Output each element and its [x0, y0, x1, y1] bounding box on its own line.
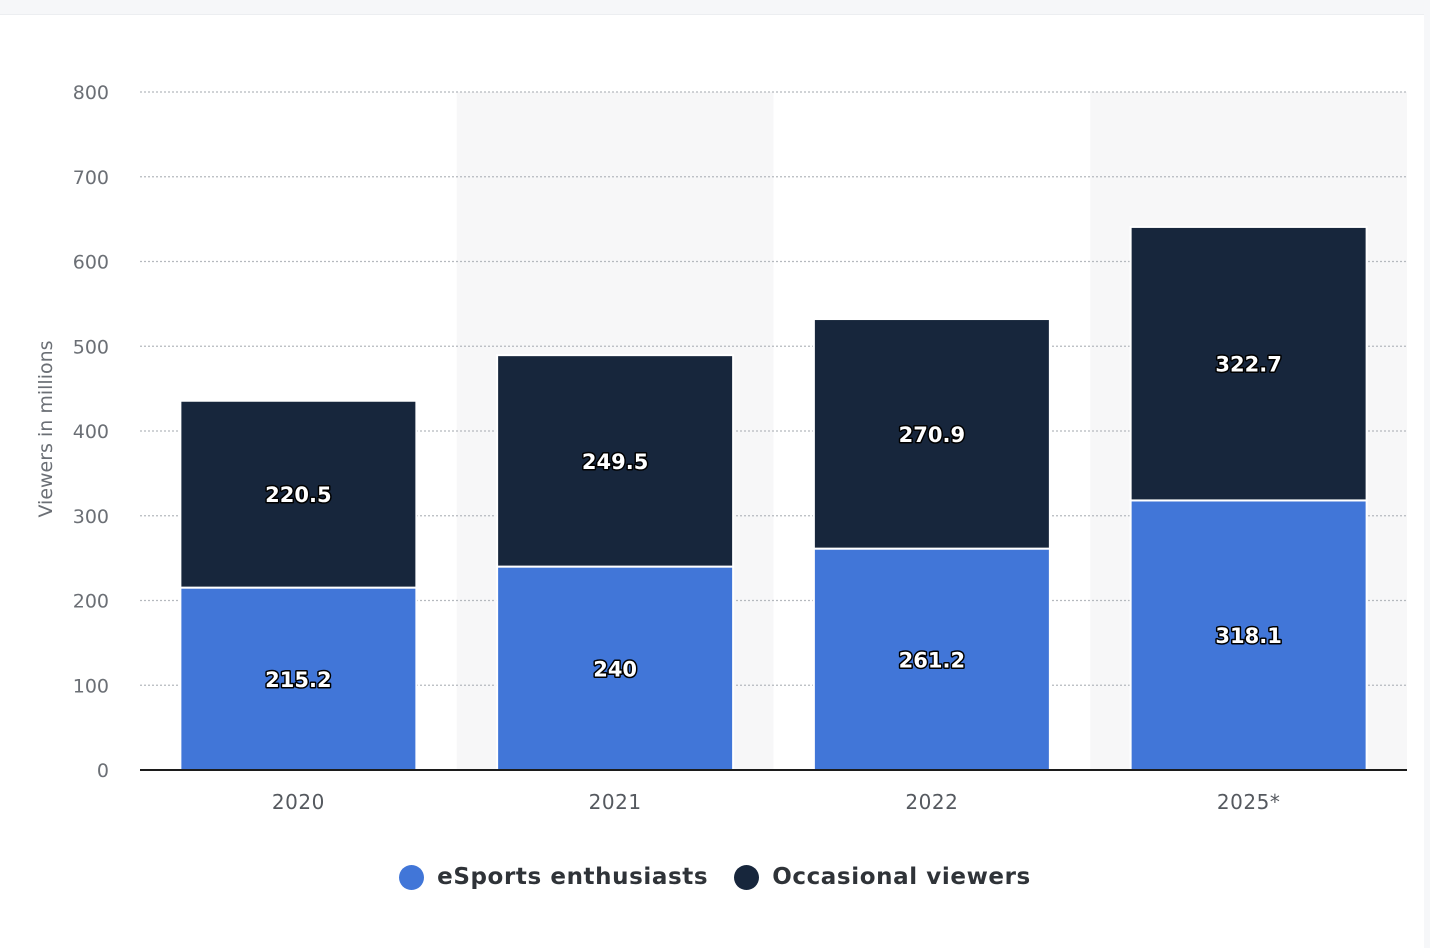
- bar-occasional-viewers-2020[interactable]: [179, 399, 418, 589]
- data-label-occasional-viewers-2021: 249.5: [582, 450, 648, 474]
- y-tick-label-0: 0: [97, 760, 109, 782]
- bar-occasional-viewers-2025[interactable]: [1129, 225, 1368, 502]
- data-label-esports-enthusiasts-2022: 261.2: [899, 648, 965, 672]
- y-tick-label-100: 100: [73, 675, 109, 697]
- y-axis-ticks: 0 100 200 300 400 500 600 700 800: [73, 82, 109, 782]
- legend-label-occasional-viewers: Occasional viewers: [772, 864, 1031, 890]
- legend: eSports enthusiasts Occasional viewers: [0, 864, 1430, 890]
- x-tick-label-2022: 2022: [905, 790, 958, 814]
- data-label-esports-enthusiasts-2020: 215.2: [265, 668, 331, 692]
- bar-occasional-viewers-2021[interactable]: [496, 354, 735, 568]
- x-tick-label-2025: 2025*: [1217, 790, 1280, 814]
- data-label-occasional-viewers-2020: 220.5: [265, 483, 331, 507]
- legend-marker-occasional-viewers: [734, 864, 760, 890]
- y-tick-label-500: 500: [73, 336, 109, 358]
- right-strip: [1424, 14, 1430, 948]
- y-axis-title: Viewers in millions: [35, 340, 57, 517]
- y-tick-label-600: 600: [73, 252, 109, 274]
- data-labels: 215.2 220.5 240 249.5 261.2 270.9 318.1 322.7: [264, 351, 1284, 693]
- data-label-esports-enthusiasts-2025: 318.1: [1215, 624, 1281, 648]
- bar-occasional-viewers-2022[interactable]: [812, 318, 1051, 550]
- x-tick-label-2021: 2021: [589, 790, 642, 814]
- x-axis-ticks: 2020 2021 2022 2025*: [272, 790, 1280, 814]
- data-label-occasional-viewers-2022: 270.9: [899, 423, 965, 447]
- bar-esports-enthusiasts-2025[interactable]: [1129, 499, 1368, 771]
- bar-esports-enthusiasts-2022[interactable]: [812, 547, 1051, 771]
- legend-item-occasional-viewers[interactable]: Occasional viewers: [734, 864, 1031, 890]
- bars: [179, 225, 1368, 771]
- top-strip: [0, 0, 1430, 15]
- y-tick-label-300: 300: [73, 506, 109, 528]
- bar-esports-enthusiasts-2021[interactable]: [496, 565, 735, 771]
- y-tick-label-800: 800: [73, 82, 109, 104]
- legend-label-esports-enthusiasts: eSports enthusiasts: [437, 864, 709, 890]
- data-label-esports-enthusiasts-2021: 240: [593, 657, 637, 681]
- bar-esports-enthusiasts-2020[interactable]: [179, 586, 418, 771]
- gridlines: [140, 91, 1407, 686]
- legend-marker-esports-enthusiasts: [399, 864, 425, 890]
- y-tick-label-700: 700: [73, 167, 109, 189]
- data-label-occasional-viewers-2025: 322.7: [1215, 353, 1281, 377]
- y-tick-label-200: 200: [73, 591, 109, 613]
- x-tick-label-2020: 2020: [272, 790, 325, 814]
- legend-item-esports-enthusiasts[interactable]: eSports enthusiasts: [399, 864, 708, 890]
- y-tick-label-400: 400: [73, 421, 109, 443]
